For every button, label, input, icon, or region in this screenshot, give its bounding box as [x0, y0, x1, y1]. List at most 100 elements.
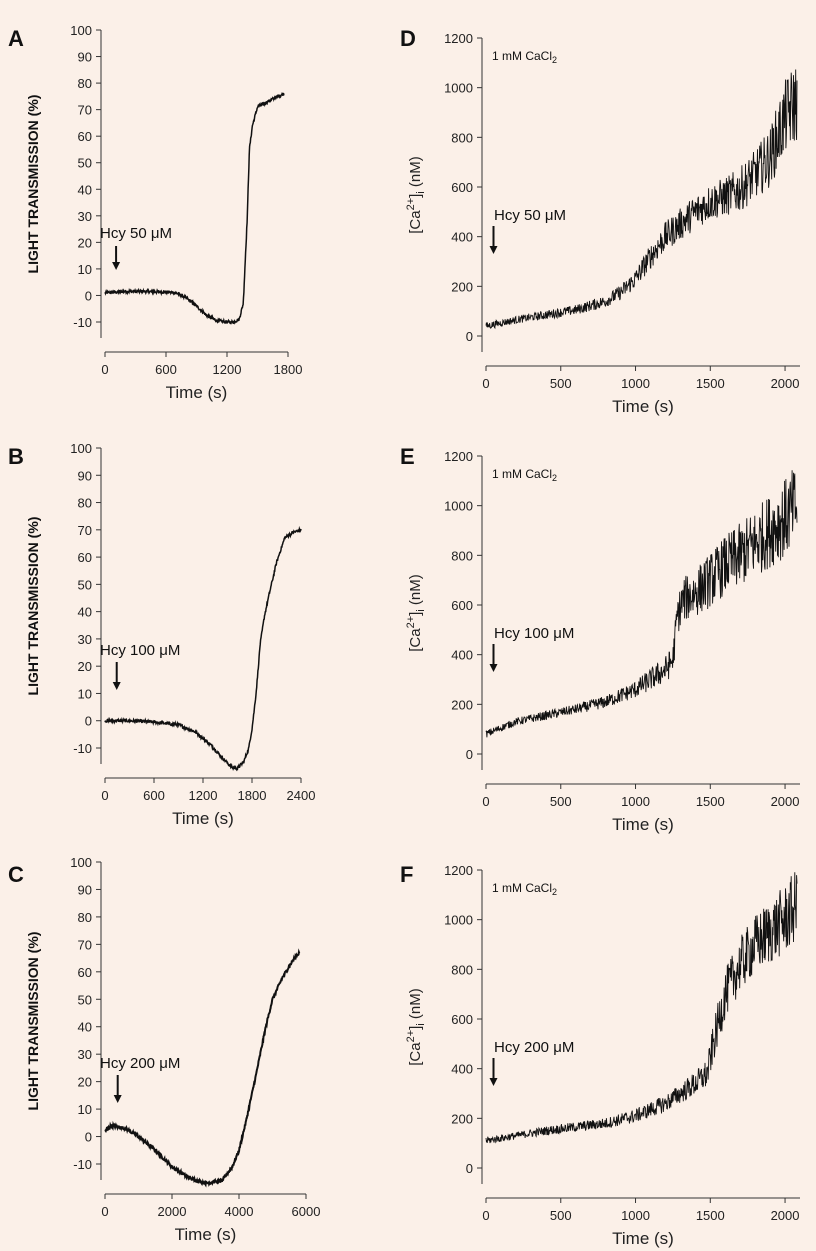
y-tick-label: 0	[85, 288, 92, 303]
y-tick-label: 400	[451, 1062, 473, 1077]
stimulus-annotation: Hcy 100 μM	[100, 642, 180, 659]
stimulus-annotation: Hcy 200 μM	[100, 1055, 180, 1072]
stimulus-arrowhead	[489, 664, 498, 672]
panel-d: D 0 200 400 600 800 1000 1200 0 500 1000 1500 2000 Ti…	[400, 26, 800, 416]
y-tick-label: 70	[78, 523, 92, 538]
x-axis-label: Time (s)	[612, 1229, 674, 1248]
y-tick-label: 100	[70, 441, 92, 456]
y-tick-label: 40	[78, 1020, 92, 1035]
y-tick-label: 70	[78, 937, 92, 952]
x-tick-label: 2000	[158, 1204, 187, 1219]
y-tick-label: 10	[78, 1102, 92, 1117]
x-tick-label: 0	[101, 1204, 108, 1219]
series-line	[485, 69, 798, 330]
x-axis-label: Time (s)	[612, 815, 674, 834]
y-tick-label: 70	[78, 103, 92, 118]
y-tick-label: 800	[451, 548, 473, 563]
y-tick-label: 10	[78, 686, 92, 701]
x-tick-label: 0	[482, 794, 489, 809]
y-tick-label: 60	[78, 550, 92, 565]
y-tick-label: 0	[85, 714, 92, 729]
y-tick-label: 800	[451, 130, 473, 145]
x-tick-label: 6000	[292, 1204, 321, 1219]
y-tick-label: 0	[85, 1130, 92, 1145]
y-tick-label: 200	[451, 279, 473, 294]
x-tick-label: 1800	[238, 788, 267, 803]
y-tick-label: 30	[78, 632, 92, 647]
stimulus-arrowhead	[112, 682, 121, 690]
panel-f: F 0 200 400 600 800 1000 1200 0 500 1000 1500 2000 Ti…	[400, 862, 800, 1248]
panel-letter: A	[8, 26, 24, 51]
x-tick-label: 500	[550, 794, 572, 809]
panel-e: E 0 200 400 600 800 1000 1200 0 500 1000 1500 2000 Ti…	[400, 444, 800, 834]
y-tick-label: 80	[78, 76, 92, 91]
y-tick-label: 50	[78, 156, 92, 171]
y-tick-label: 600	[451, 1012, 473, 1027]
x-tick-label: 1000	[621, 376, 650, 391]
condition-label: 1 mM CaCl2	[492, 467, 557, 483]
y-tick-label: 1200	[444, 31, 473, 46]
x-tick-label: 1800	[274, 362, 303, 377]
stimulus-arrowhead	[489, 1078, 498, 1086]
y-tick-label: 60	[78, 965, 92, 980]
y-tick-label: 200	[451, 697, 473, 712]
stimulus-arrowhead	[113, 1095, 122, 1103]
series-line	[104, 91, 285, 325]
x-tick-label: 1500	[696, 1208, 725, 1223]
x-axis-label: Time (s)	[172, 809, 234, 828]
y-tick-label: 100	[70, 855, 92, 870]
y-tick-label: 1000	[444, 499, 473, 514]
y-tick-label: 20	[78, 659, 92, 674]
y-axis-label: [Ca2+]i (nM)	[405, 988, 427, 1066]
x-tick-label: 1200	[213, 362, 242, 377]
x-axis-label: Time (s)	[166, 383, 228, 402]
series-line	[104, 948, 301, 1188]
y-tick-label: 100	[70, 23, 92, 38]
stimulus-annotation: Hcy 50 μM	[100, 225, 172, 242]
y-tick-label: 10	[78, 262, 92, 277]
y-tick-label: 600	[451, 598, 473, 613]
x-tick-label: 500	[550, 1208, 572, 1223]
stimulus-annotation: Hcy 200 μM	[494, 1039, 574, 1056]
stimulus-arrowhead	[112, 262, 121, 270]
panel-b: B -10 0 10 20 30 40 50 60 70 80 90 100 0 600 1200 1800 24…	[8, 441, 315, 828]
y-tick-label: 1000	[444, 913, 473, 928]
panel-c: C -10 0 10 20 30 40 50 60 70 80 90 100 0 2000 4000 6000 T…	[8, 855, 320, 1244]
y-tick-label: 400	[451, 230, 473, 245]
y-tick-label: 90	[78, 882, 92, 897]
y-axis-label: LIGHT TRANSMISSION (%)	[25, 517, 41, 696]
y-tick-label: 0	[466, 1161, 473, 1176]
condition-label: 1 mM CaCl2	[492, 49, 557, 65]
x-tick-label: 2400	[287, 788, 316, 803]
x-tick-label: 1000	[621, 794, 650, 809]
y-tick-label: 50	[78, 992, 92, 1007]
y-axis-label: [Ca2+]i (nM)	[405, 574, 427, 652]
y-tick-label: 30	[78, 209, 92, 224]
y-tick-label: 1000	[444, 81, 473, 96]
stimulus-annotation: Hcy 100 μM	[494, 625, 574, 642]
x-tick-label: 0	[101, 362, 108, 377]
y-tick-label: 30	[78, 1047, 92, 1062]
y-tick-label: 80	[78, 496, 92, 511]
panel-letter: C	[8, 862, 24, 887]
y-tick-label: 40	[78, 605, 92, 620]
panel-letter: B	[8, 444, 24, 469]
y-axis-label: LIGHT TRANSMISSION (%)	[25, 95, 41, 274]
y-axis-label: [Ca2+]i (nM)	[405, 156, 427, 234]
y-tick-label: 90	[78, 468, 92, 483]
y-tick-label: 20	[78, 235, 92, 250]
x-tick-label: 500	[550, 376, 572, 391]
stimulus-arrowhead	[489, 246, 498, 254]
x-tick-label: 600	[155, 362, 177, 377]
x-tick-label: 1200	[189, 788, 218, 803]
y-axis-label: LIGHT TRANSMISSION (%)	[25, 932, 41, 1111]
y-tick-label: 0	[466, 329, 473, 344]
y-tick-label: 1200	[444, 863, 473, 878]
panel-a: A -10 0 10 20 30 40 50 60 70 80 90 100 0 600 1200 1800 Ti…	[8, 23, 302, 402]
y-tick-label: -10	[73, 741, 92, 756]
condition-label: 1 mM CaCl2	[492, 881, 557, 897]
series-line	[485, 872, 798, 1144]
y-tick-label: 80	[78, 910, 92, 925]
x-tick-label: 2000	[771, 376, 800, 391]
